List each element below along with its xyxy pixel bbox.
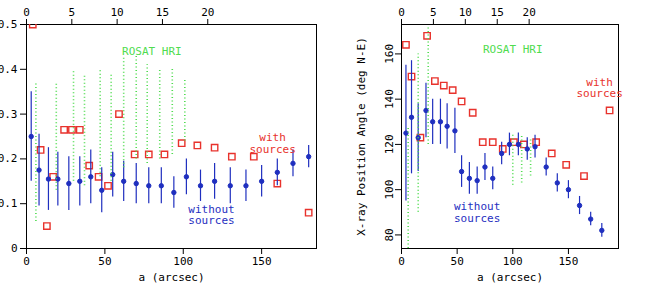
svg-text:0: 0: [23, 6, 30, 19]
svg-text:0.2: 0.2: [0, 152, 18, 165]
svg-text:0: 0: [11, 242, 18, 255]
svg-text:0: 0: [23, 255, 30, 268]
svg-text:0: 0: [398, 6, 405, 19]
svg-text:0.4: 0.4: [0, 63, 18, 76]
svg-text:100: 100: [383, 180, 396, 200]
svg-text:0.1: 0.1: [0, 197, 18, 210]
svg-text:X-ray Position Angle (deg N-E): X-ray Position Angle (deg N-E): [355, 37, 368, 236]
svg-text:20: 20: [523, 6, 536, 19]
svg-text:10: 10: [459, 6, 472, 19]
svg-text:15: 15: [491, 6, 504, 19]
svg-text:withsources: withsources: [249, 131, 295, 156]
svg-text:ROSAT HRI: ROSAT HRI: [122, 45, 182, 58]
svg-text:withsources: withsources: [576, 76, 622, 101]
svg-text:withoutsources: withoutsources: [188, 203, 234, 228]
svg-text:ROSAT HRI: ROSAT HRI: [483, 43, 543, 56]
svg-text:160: 160: [383, 44, 396, 64]
svg-text:0.5: 0.5: [0, 18, 18, 31]
svg-text:100: 100: [173, 255, 193, 268]
svg-text:5: 5: [430, 6, 437, 19]
svg-text:120: 120: [383, 134, 396, 154]
svg-text:50: 50: [98, 255, 111, 268]
svg-text:20: 20: [201, 6, 214, 19]
svg-text:0: 0: [398, 255, 405, 268]
svg-text:50: 50: [451, 255, 464, 268]
svg-text:15: 15: [156, 6, 169, 19]
svg-text:0.3: 0.3: [0, 108, 18, 121]
svg-text:150: 150: [252, 255, 272, 268]
svg-text:80: 80: [383, 228, 396, 241]
svg-text:100: 100: [503, 255, 523, 268]
svg-text:10: 10: [111, 6, 124, 19]
svg-text:150: 150: [558, 255, 578, 268]
svg-text:withoutsources: withoutsources: [454, 200, 500, 225]
svg-text:a (arcsec): a (arcsec): [477, 271, 543, 284]
svg-text:140: 140: [383, 89, 396, 109]
svg-text:a (arcsec): a (arcsec): [138, 271, 204, 284]
svg-text:5: 5: [69, 6, 76, 19]
